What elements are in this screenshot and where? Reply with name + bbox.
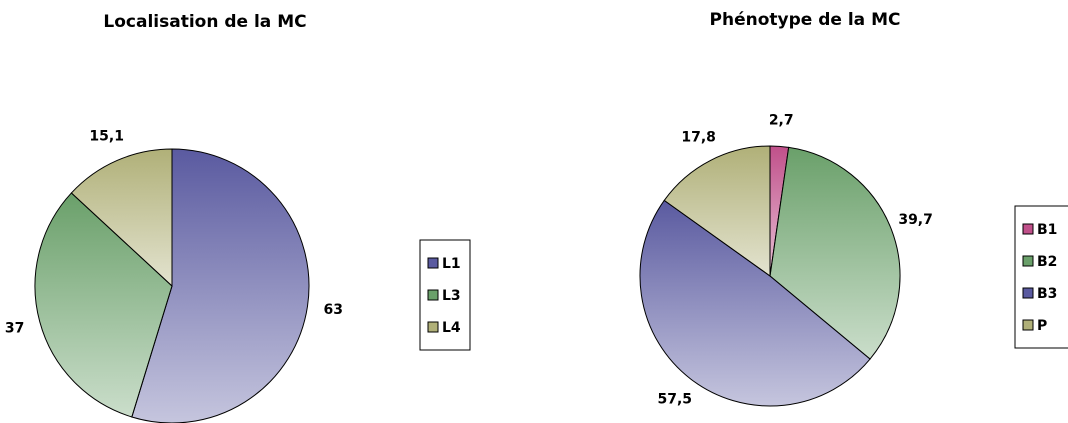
legend-swatch: [1022, 255, 1034, 267]
legend-swatch: [427, 289, 439, 301]
legend-label: L1: [442, 256, 461, 272]
pie-slice: [70, 148, 173, 288]
legend-swatch: [1022, 223, 1034, 235]
data-label: 57,5: [657, 392, 692, 408]
data-label: 37: [5, 320, 24, 336]
pie-slice: [769, 146, 901, 360]
legend-swatch: [427, 257, 439, 269]
legend-label: L4: [442, 320, 461, 336]
data-label: 2,7: [769, 112, 794, 128]
legend-label: B3: [1037, 286, 1057, 302]
data-label: 17,8: [681, 129, 716, 145]
legend-swatch: [427, 321, 439, 333]
data-label: 39,7: [898, 212, 933, 228]
pie-slice: [663, 145, 771, 277]
chart-title: Phénotype de la MC: [710, 10, 901, 30]
pie-slice: [34, 192, 173, 418]
data-label: 15,1: [89, 129, 124, 145]
legend-label: B2: [1037, 254, 1057, 270]
legend-label: B1: [1037, 222, 1057, 238]
pie-slice: [131, 148, 310, 423]
legend-label: L3: [442, 288, 461, 304]
legend-label: P: [1037, 318, 1047, 334]
legend-swatch: [1022, 287, 1034, 299]
chart-title: Localisation de la MC: [103, 12, 306, 32]
data-label: 63: [323, 302, 342, 318]
pie-slice: [639, 199, 871, 407]
legend-swatch: [1022, 319, 1034, 331]
